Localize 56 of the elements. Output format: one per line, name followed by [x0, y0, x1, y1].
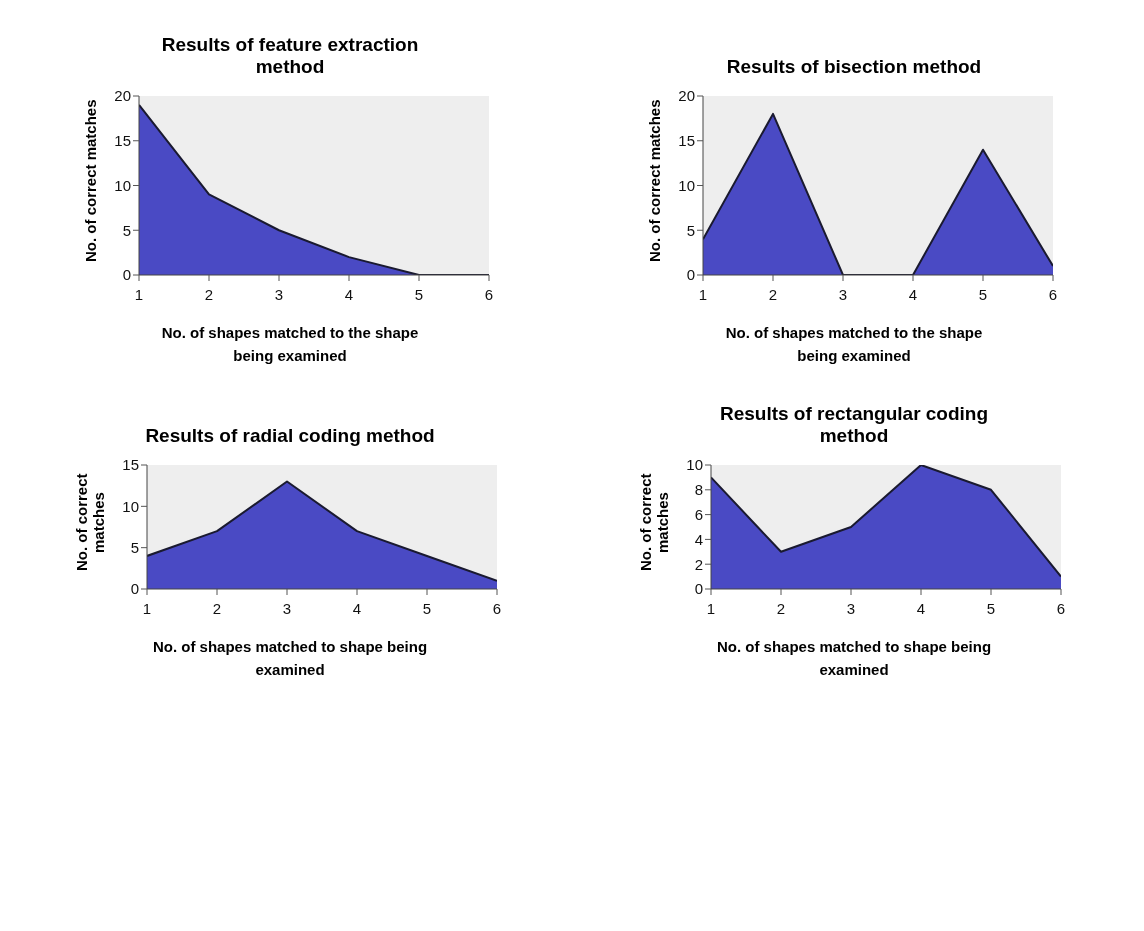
x-tick-label: 1 [134, 285, 143, 303]
chart-title: Results of bisection method [725, 55, 983, 78]
x-tick-label: 2 [776, 599, 786, 617]
x-axis-title: No. of shapes matched to shape being examined [715, 637, 993, 680]
x-tick-label: 1 [142, 599, 152, 617]
y-tick-label: 5 [130, 538, 139, 556]
x-axis-title: No. of shapes matched to the shape being examined [160, 323, 420, 366]
x-tick-label: 3 [846, 599, 856, 617]
x-tick-label: 2 [212, 599, 222, 617]
y-tick-label: 2 [694, 555, 703, 573]
x-tick-label: 3 [274, 285, 283, 303]
x-tick-label: 5 [978, 285, 987, 303]
x-tick-label: 6 [1056, 599, 1066, 617]
y-tick-label: 15 [122, 456, 139, 474]
y-tick-label: 0 [686, 266, 695, 284]
y-tick-label: 15 [113, 132, 131, 150]
y-tick-label: 10 [677, 176, 695, 194]
x-tick-label: 2 [768, 285, 777, 303]
x-tick-label: 1 [706, 599, 716, 617]
x-tick-label: 4 [916, 599, 926, 617]
x-tick-label: 4 [352, 599, 362, 617]
y-axis-title: No. of correct matches [73, 472, 107, 574]
x-tick-label: 5 [986, 599, 996, 617]
y-tick-label: 20 [113, 87, 131, 105]
chart-title: Results of feature extraction method [160, 33, 420, 78]
y-tick-label: 20 [677, 87, 695, 105]
y-tick-label: 5 [122, 221, 131, 239]
chart-title: Results of rectangular coding method [718, 402, 990, 447]
x-tick-label: 6 [1048, 285, 1057, 303]
y-tick-label: 0 [694, 580, 703, 598]
x-tick-label: 1 [698, 285, 707, 303]
y-tick-label: 0 [130, 580, 139, 598]
y-axis-title: No. of correct matches [81, 98, 99, 265]
y-tick-label: 0 [122, 266, 131, 284]
y-tick-label: 8 [694, 481, 703, 499]
x-tick-label: 3 [838, 285, 847, 303]
x-tick-label: 6 [484, 285, 493, 303]
y-tick-label: 6 [694, 505, 703, 523]
y-tick-label: 10 [686, 456, 703, 474]
chart-title: Results of radial coding method [144, 424, 436, 447]
x-axis-title: No. of shapes matched to the shape being examined [724, 323, 984, 366]
x-tick-label: 5 [422, 599, 432, 617]
x-tick-label: 5 [414, 285, 423, 303]
y-axis-title: No. of correct matches [637, 472, 671, 574]
y-tick-label: 15 [677, 132, 695, 150]
x-tick-label: 6 [492, 599, 502, 617]
x-axis-title: No. of shapes matched to shape being examined [151, 637, 429, 680]
x-tick-label: 3 [282, 599, 292, 617]
y-tick-label: 4 [694, 530, 703, 548]
x-tick-label: 2 [204, 285, 213, 303]
x-tick-label: 4 [908, 285, 917, 303]
x-tick-label: 4 [344, 285, 353, 303]
y-tick-label: 10 [122, 497, 139, 515]
y-tick-label: 10 [113, 176, 131, 194]
y-tick-label: 5 [686, 221, 695, 239]
y-axis-title: No. of correct matches [645, 98, 663, 265]
